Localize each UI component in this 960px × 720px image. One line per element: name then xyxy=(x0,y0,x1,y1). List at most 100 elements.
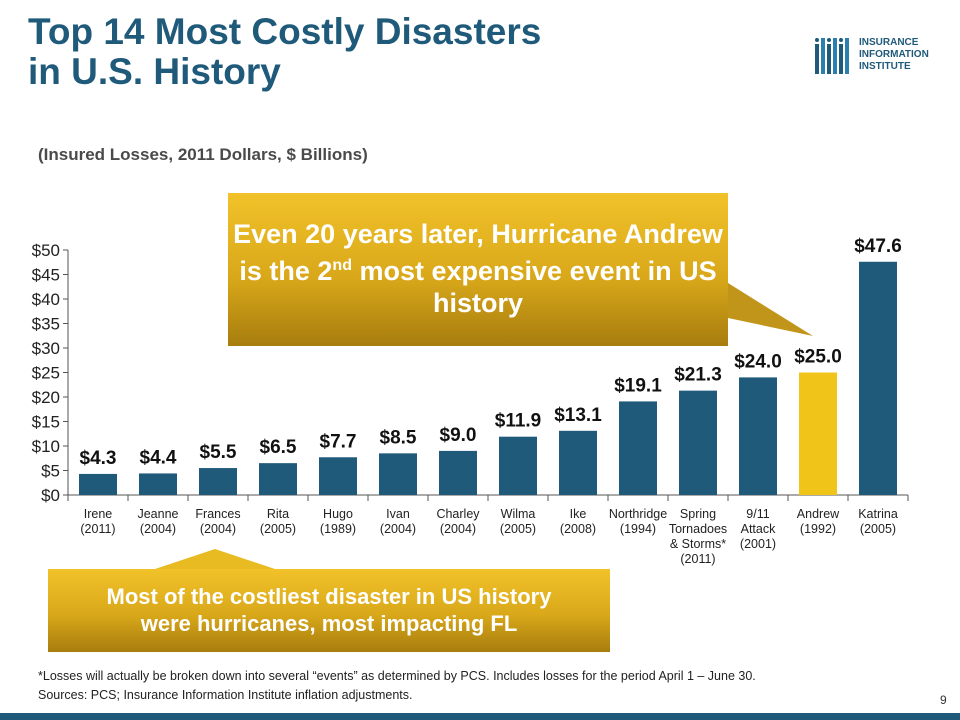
y-tick-label: $15 xyxy=(32,413,60,432)
x-tick-label-line: (2004) xyxy=(380,522,416,536)
callout-top-text-end: most expensive event in US history xyxy=(351,256,717,318)
y-tick-label: $10 xyxy=(32,437,60,456)
y-tick-label: $50 xyxy=(32,241,60,260)
y-tick-label: $25 xyxy=(32,364,60,383)
bar-11 xyxy=(739,377,777,495)
data-label-7: $11.9 xyxy=(495,411,542,432)
x-tick-label-line: Hugo xyxy=(323,507,353,521)
x-tick-label-line: Jeanne xyxy=(137,507,178,521)
y-tick-label: $20 xyxy=(32,388,60,407)
y-tick-label: $30 xyxy=(32,339,60,358)
x-tick-label-line: (2005) xyxy=(860,522,896,536)
bar-3 xyxy=(259,463,297,495)
page-number: 9 xyxy=(940,693,947,707)
x-tick-label-line: Andrew xyxy=(797,507,840,521)
data-label-4: $7.7 xyxy=(320,431,357,452)
x-tick-label-1: Jeanne (2004) xyxy=(137,507,178,536)
bar-6 xyxy=(439,450,477,495)
callout-bottom-line-1: Most of the costliest disaster in US his… xyxy=(106,584,552,609)
data-label-0: $4.3 xyxy=(80,448,117,469)
logo-line-1: INSURANCE xyxy=(859,37,919,48)
callout-hurricanes: Most of the costliest disaster in US his… xyxy=(48,569,610,652)
callout-top-pointer xyxy=(728,283,813,336)
callout-top-text: Even 20 years later, Hurricane Andrew is… xyxy=(233,219,723,286)
bar-13 xyxy=(859,261,897,495)
data-label-6: $9.0 xyxy=(440,425,477,446)
x-tick-label-4: Hugo (1989) xyxy=(320,507,356,536)
x-tick-label-2: Frances (2004) xyxy=(195,507,240,536)
data-label-1: $4.4 xyxy=(140,447,177,468)
x-tick-label-line: Ivan xyxy=(386,507,410,521)
x-tick-label-line: (2011) xyxy=(680,552,715,566)
x-tick-label-line: Northridge xyxy=(609,507,667,521)
x-tick-label-12: Andrew (1992) xyxy=(797,507,840,536)
x-tick-label-line: Katrina xyxy=(858,507,898,521)
y-tick-label: $0 xyxy=(41,486,60,505)
x-tick-label-line: (2005) xyxy=(260,522,296,536)
bar-0 xyxy=(79,473,117,495)
x-tick-label-line: Attack xyxy=(741,522,776,536)
bar-2 xyxy=(199,468,237,495)
bar-1 xyxy=(139,473,177,495)
x-tick-label-line: (2008) xyxy=(560,522,596,536)
logo-text: INSURANCE INFORMATION INSTITUTE xyxy=(859,37,929,73)
x-tick-label-line: (2004) xyxy=(200,522,236,536)
x-tick-label-line: Rita xyxy=(267,507,289,521)
bar-4 xyxy=(319,457,357,495)
x-tick-label-7: Wilma (2005) xyxy=(500,507,536,536)
x-tick-label-line: Ike xyxy=(570,507,587,521)
logo-line-2: INFORMATION xyxy=(859,49,929,60)
x-tick-label-9: Northridge (1994) xyxy=(609,507,667,536)
callout-top-superscript: nd xyxy=(332,257,352,274)
x-tick-label-10: Spring Tornadoes & Storms* (2011) xyxy=(669,507,727,566)
x-tick-label-3: Rita (2005) xyxy=(260,507,296,536)
x-tick-label-line: Frances xyxy=(195,507,240,521)
footnote: *Losses will actually be broken down int… xyxy=(38,667,756,705)
footer-bar xyxy=(0,713,960,720)
x-tick-label-line: 9/11 xyxy=(746,507,769,521)
data-label-12: $25.0 xyxy=(794,347,842,368)
x-tick-label-6: Charley (2004) xyxy=(436,507,480,536)
x-tick-label-line: & Storms* xyxy=(670,537,726,551)
x-tick-label-line: (1989) xyxy=(320,522,356,536)
x-tick-label-line: (2011) xyxy=(80,522,115,536)
footnote-sources: Sources: PCS; Insurance Information Inst… xyxy=(38,688,413,702)
iii-logo: INSURANCE INFORMATION INSTITUTE xyxy=(813,36,958,76)
bar-7 xyxy=(499,436,537,495)
bar-8 xyxy=(559,430,597,495)
x-tick-label-line: Charley xyxy=(436,507,480,521)
chart-subtitle: (Insured Losses, 2011 Dollars, $ Billion… xyxy=(38,145,368,164)
x-tick-label-line: Spring xyxy=(680,507,716,521)
data-label-8: $13.1 xyxy=(554,405,602,426)
x-tick-label-line: (1992) xyxy=(800,522,836,536)
y-tick-label: $35 xyxy=(32,315,60,334)
bar-12 xyxy=(799,372,837,495)
x-tick-label-line: (2001) xyxy=(740,537,776,551)
x-tick-label-line: (2004) xyxy=(140,522,176,536)
data-label-10: $21.3 xyxy=(674,365,722,386)
data-label-9: $19.1 xyxy=(614,375,662,396)
x-tick-label-line: Wilma xyxy=(501,507,536,521)
x-tick-label-5: Ivan (2004) xyxy=(380,507,416,536)
bar-9 xyxy=(619,401,657,495)
page-title: Top 14 Most Costly Disasters in U.S. His… xyxy=(28,12,541,92)
callout-bottom-line-2: were hurricanes, most impacting FL xyxy=(140,611,518,636)
bar-10 xyxy=(679,390,717,495)
data-label-11: $24.0 xyxy=(734,351,782,372)
y-tick-label: $40 xyxy=(32,290,60,309)
y-tick-label: $5 xyxy=(41,462,60,481)
data-label-3: $6.5 xyxy=(260,437,297,458)
x-tick-label-8: Ike (2008) xyxy=(560,507,596,536)
data-label-13: $47.6 xyxy=(854,236,902,257)
x-tick-label-line: Irene xyxy=(84,507,113,521)
x-tick-label-line: (2005) xyxy=(500,522,536,536)
footnote-line-1: *Losses will actually be broken down int… xyxy=(38,669,756,683)
data-label-5: $8.5 xyxy=(380,427,417,448)
x-tick-label-11: 9/11 Attack (2001) xyxy=(740,507,776,551)
x-axis-labels: Irene (2011)Jeanne (2004)Frances (2004)Rita… xyxy=(80,507,897,566)
x-tick-label-line: Tornadoes xyxy=(669,522,727,536)
data-label-2: $5.5 xyxy=(200,442,237,463)
callout-bottom-pointer xyxy=(155,549,275,569)
y-tick-label: $45 xyxy=(32,266,60,285)
